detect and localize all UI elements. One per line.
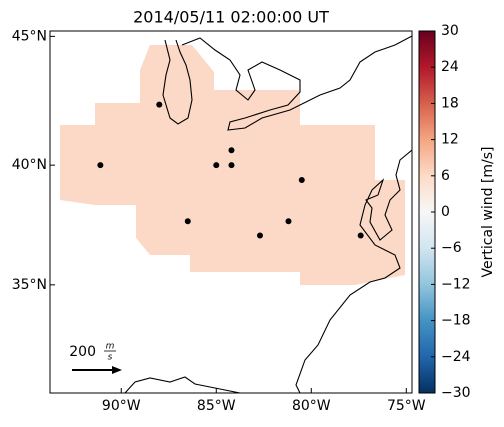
x-tick-label: 85°W	[197, 398, 236, 414]
colorbar-label: Vertical wind [m/s]	[480, 147, 496, 278]
colorbar-tick-label: 24	[441, 59, 459, 75]
colorbar-tick-label: 18	[441, 95, 459, 111]
colorbar-tick-label: −6	[441, 240, 462, 256]
map-frame	[49, 30, 413, 394]
colorbar-tick-label: −18	[441, 313, 471, 329]
arrow-label: 200 m s	[69, 342, 116, 363]
station	[298, 176, 305, 183]
lake-michigan	[162, 39, 193, 125]
colorbar-tick-label: −24	[441, 349, 471, 365]
great-lakes	[181, 35, 412, 131]
y-tick-label: 40°N	[12, 157, 47, 173]
title: 2014/05/11 02:00:00 UT	[133, 8, 329, 27]
y-tick-label: 45°N	[12, 28, 47, 44]
station	[213, 162, 220, 169]
station	[228, 147, 235, 154]
arrow-unit-den: s	[108, 353, 113, 363]
y-tick-label: 35°N	[12, 277, 47, 293]
map-area	[60, 35, 412, 393]
x-tick-label: 90°W	[102, 398, 141, 414]
colorbar-tick-label: 12	[441, 132, 459, 148]
arrow-unit-num: m	[106, 342, 115, 352]
east-coast	[295, 149, 412, 393]
x-tick-label: 80°W	[292, 398, 331, 414]
station	[97, 162, 104, 169]
reference-arrow-head	[112, 366, 122, 374]
colorbar-tick-label: 6	[441, 168, 450, 184]
colorbar-tick-label: −30	[441, 385, 471, 401]
gulf-coast	[124, 376, 241, 393]
x-tick-label: 75°W	[387, 398, 426, 414]
station	[184, 218, 191, 225]
station	[357, 232, 364, 239]
station	[285, 218, 292, 225]
station	[156, 101, 163, 108]
colorbar-tick-label: 0	[441, 204, 450, 220]
station	[228, 162, 235, 169]
station	[256, 232, 263, 239]
colorbar-tick-label: −12	[441, 276, 471, 292]
colorbar-tick-label: 30	[441, 23, 459, 39]
arrow-value: 200	[69, 344, 96, 360]
